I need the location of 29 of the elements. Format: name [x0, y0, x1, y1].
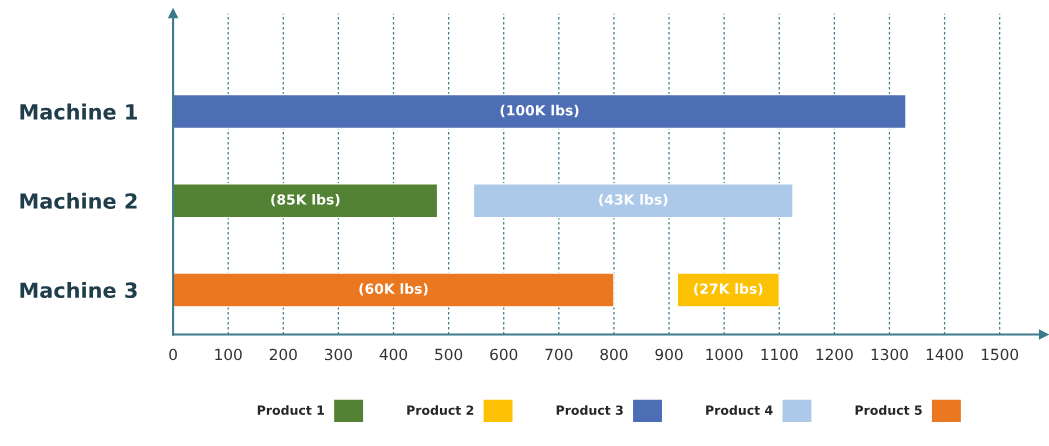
legend-label: Product 4 [706, 405, 773, 415]
x-tick-label: 100 [215, 348, 242, 361]
x-tick-label: 200 [269, 348, 297, 361]
x-tick-label: 1200 [816, 348, 853, 361]
x-tick-label: 400 [379, 348, 408, 361]
legend-label: Product 1 [257, 405, 325, 415]
x-tick-label: 1300 [871, 348, 908, 361]
x-tick-label: 700 [545, 348, 573, 361]
legend-label: Product 2 [407, 405, 474, 415]
x-tick-label: 500 [435, 348, 463, 361]
legend-label: Product 3 [556, 405, 623, 415]
x-tick-label: 0 [169, 348, 177, 361]
x-tick-label: 900 [655, 348, 683, 361]
annotation: (43K lbs) [599, 193, 668, 207]
y-tick-label: Machine 3 [20, 281, 137, 299]
legend-label: Product 5 [855, 405, 922, 415]
x-tick-label: 600 [490, 348, 518, 361]
annotation: (27K lbs) [694, 283, 763, 296]
x-tick-label: 1000 [706, 348, 743, 361]
annotation: (100K lbs) [500, 104, 579, 118]
x-tick-label: 1500 [981, 348, 1019, 361]
x-tick-label: 1400 [926, 348, 963, 361]
x-tick-label: 300 [324, 348, 352, 361]
y-tick-label: Machine 1 [20, 103, 137, 120]
annotation: (60K lbs) [359, 283, 428, 296]
annotation: (85K lbs) [271, 193, 340, 207]
x-tick-label: 800 [600, 348, 628, 361]
x-tick-label: 1100 [761, 348, 798, 361]
y-tick-label: Machine 2 [20, 192, 137, 209]
